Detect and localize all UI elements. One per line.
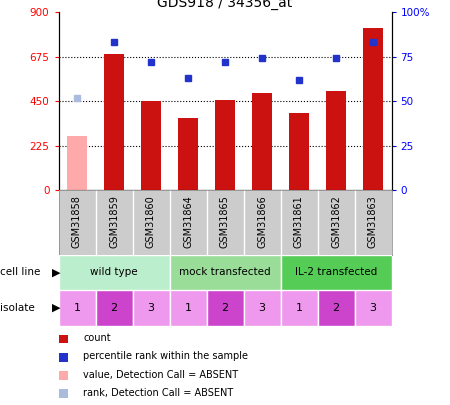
Text: cell line: cell line xyxy=(0,267,40,277)
Bar xyxy=(289,113,309,190)
Text: 3: 3 xyxy=(369,303,377,313)
Bar xyxy=(141,101,161,190)
Text: 1: 1 xyxy=(296,303,302,313)
Text: ▶: ▶ xyxy=(52,303,60,313)
Text: count: count xyxy=(83,333,111,343)
Bar xyxy=(243,290,280,326)
Bar xyxy=(326,92,346,190)
Text: GSM31860: GSM31860 xyxy=(146,196,156,248)
Bar xyxy=(104,54,124,190)
Bar xyxy=(170,255,280,290)
Title: GDS918 / 34356_at: GDS918 / 34356_at xyxy=(158,0,292,10)
Text: 2: 2 xyxy=(110,303,117,313)
Text: 1: 1 xyxy=(73,303,81,313)
Text: mock transfected: mock transfected xyxy=(179,267,271,277)
Text: 2: 2 xyxy=(333,303,340,313)
Text: ▶: ▶ xyxy=(52,267,60,277)
Text: IL-2 transfected: IL-2 transfected xyxy=(295,267,377,277)
Text: 1: 1 xyxy=(184,303,192,313)
Text: 3: 3 xyxy=(148,303,154,313)
Bar xyxy=(58,255,170,290)
Text: GSM31865: GSM31865 xyxy=(220,196,230,248)
Bar xyxy=(252,93,272,190)
Text: wild type: wild type xyxy=(90,267,138,277)
Bar xyxy=(318,290,355,326)
Text: percentile rank within the sample: percentile rank within the sample xyxy=(83,352,248,361)
Text: GSM31861: GSM31861 xyxy=(294,196,304,248)
Bar xyxy=(67,136,87,190)
Bar xyxy=(132,290,170,326)
Bar xyxy=(58,290,95,326)
Text: 2: 2 xyxy=(221,303,229,313)
Bar xyxy=(280,255,392,290)
Text: GSM31866: GSM31866 xyxy=(257,196,267,248)
Bar xyxy=(178,118,198,190)
Text: 3: 3 xyxy=(258,303,265,313)
Text: GSM31863: GSM31863 xyxy=(368,196,378,248)
Text: GSM31859: GSM31859 xyxy=(109,196,119,248)
Bar xyxy=(170,290,207,326)
Text: rank, Detection Call = ABSENT: rank, Detection Call = ABSENT xyxy=(83,388,234,398)
Text: GSM31862: GSM31862 xyxy=(331,196,341,248)
Text: GSM31858: GSM31858 xyxy=(72,196,82,248)
Bar xyxy=(215,100,235,190)
Bar xyxy=(280,290,318,326)
Text: isolate: isolate xyxy=(0,303,35,313)
Bar xyxy=(363,28,383,190)
Bar xyxy=(207,290,243,326)
Text: value, Detection Call = ABSENT: value, Detection Call = ABSENT xyxy=(83,370,238,379)
Text: GSM31864: GSM31864 xyxy=(183,196,193,248)
Bar xyxy=(95,290,132,326)
Bar xyxy=(355,290,392,326)
